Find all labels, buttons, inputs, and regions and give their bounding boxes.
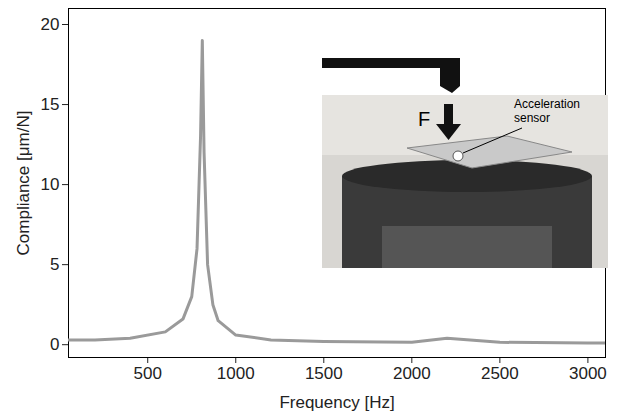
svg-text:5: 5	[50, 255, 59, 274]
svg-text:10: 10	[41, 175, 60, 194]
svg-text:Frequency [Hz]: Frequency [Hz]	[279, 393, 394, 412]
svg-text:F: F	[418, 108, 430, 130]
svg-text:Compliance [μm/N]: Compliance [μm/N]	[14, 111, 33, 256]
svg-text:2000: 2000	[393, 364, 431, 383]
svg-text:3000: 3000	[569, 364, 607, 383]
svg-text:Accelerationsensor: Accelerationsensor	[514, 97, 580, 125]
svg-text:20: 20	[41, 15, 60, 34]
svg-text:1000: 1000	[217, 364, 255, 383]
svg-text:500: 500	[134, 364, 162, 383]
svg-text:0: 0	[50, 335, 59, 354]
svg-text:1500: 1500	[305, 364, 343, 383]
svg-text:2500: 2500	[481, 364, 519, 383]
svg-text:15: 15	[41, 95, 60, 114]
